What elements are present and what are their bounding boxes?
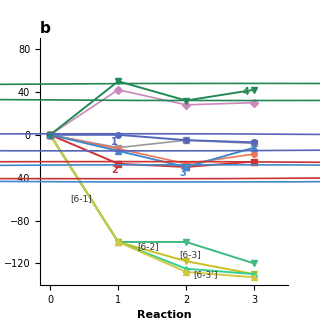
Text: 4: 4 <box>243 87 249 97</box>
Text: [6-1]: [6-1] <box>71 194 92 203</box>
Text: 3: 3 <box>179 168 186 178</box>
Text: [6-3’]: [6-3’] <box>193 270 217 279</box>
Text: 1: 1 <box>111 137 118 147</box>
Text: [6-2]: [6-2] <box>137 243 159 252</box>
Text: 2: 2 <box>111 165 118 175</box>
Text: [6-3]: [6-3] <box>179 250 201 259</box>
X-axis label: Reaction: Reaction <box>137 310 191 320</box>
Text: b: b <box>40 21 51 36</box>
